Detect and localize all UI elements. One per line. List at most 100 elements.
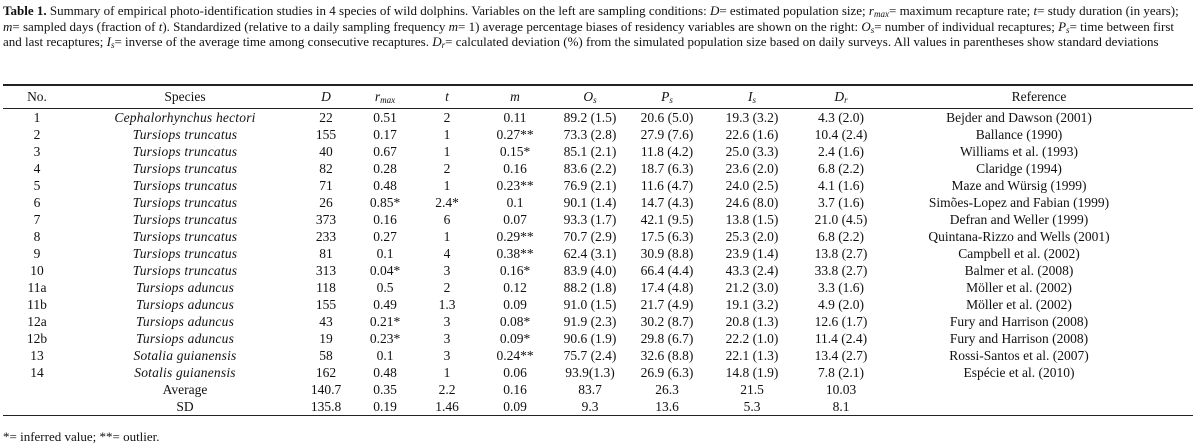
table-cell: 43 <box>319 314 333 329</box>
table-cell: 24.0 (2.5) <box>725 178 779 193</box>
column-header: rmax <box>353 85 417 109</box>
table-cell: 0.49 <box>373 297 397 312</box>
header-text: m <box>510 89 520 104</box>
table-cell: 2.2 <box>438 382 456 397</box>
table-cell: SD <box>176 399 194 414</box>
table-cell <box>885 381 1193 398</box>
header-text: D <box>321 89 331 104</box>
table-cell: 13.8 (2.7) <box>814 246 868 261</box>
table-cell: 1.3 <box>438 297 456 312</box>
caption-text: s <box>1066 24 1070 35</box>
table-cell: 88.2 (1.8) <box>563 280 617 295</box>
table-cell: 0.48 <box>373 178 397 193</box>
table-row: 5 Tursiops truncatus 71 0.48 1 0.23** 76.9 (2.… <box>3 177 1193 194</box>
table-cell: 1 <box>443 178 451 193</box>
header-text: r <box>374 89 381 104</box>
table-cell: 93.9(1.3) <box>565 365 615 380</box>
table-cell: 313 <box>315 263 337 278</box>
header-text: max <box>380 95 396 105</box>
table-row: Average 140.7 0.35 2.2 0.16 83.7 26.3 21.5 10.03 <box>3 381 1193 398</box>
table-cell: 83.7 <box>578 382 602 397</box>
table-cell: 8 <box>33 229 41 244</box>
table-cell: 3 <box>33 144 41 159</box>
table-cell: 0.27 <box>373 229 397 244</box>
table-cell: 14.8 (1.9) <box>725 365 779 380</box>
table-cell: 19 <box>319 331 333 346</box>
footnote: *= inferred value; **= outlier. <box>3 429 160 444</box>
table-cell: 3 <box>443 314 451 329</box>
table-cell: 1 <box>33 110 41 125</box>
table-cell: 0.08* <box>499 314 531 329</box>
table-cell: 11a <box>27 280 47 295</box>
table-cell: 2 <box>443 161 451 176</box>
table-cell: 10 <box>30 263 44 278</box>
header-text: Species <box>164 89 206 104</box>
table-cell: 32.6 (8.8) <box>640 348 694 363</box>
table-cell: 0.06 <box>503 365 527 380</box>
table-cell: Fury and Harrison (2008) <box>949 314 1089 329</box>
table-cell: 43.3 (2.4) <box>725 263 779 278</box>
table-cell: 6 <box>33 195 41 210</box>
table-cell: Simões-Lopez and Fabian (1999) <box>928 195 1110 210</box>
table-cell: 5.3 <box>743 399 761 414</box>
table-cell: 70.7 (2.9) <box>563 229 617 244</box>
table-cell: 22.6 (1.6) <box>725 127 779 142</box>
table-cell: 155 <box>315 297 337 312</box>
table-row: 6 Tursiops truncatus 26 0.85* 2.4* 0.1 90.1 (1… <box>3 194 1193 211</box>
table-cell: 0.38** <box>496 246 534 261</box>
table-cell: 23.6 (2.0) <box>725 161 779 176</box>
table-cell: 0.67 <box>373 144 397 159</box>
table-cell: 0.16 <box>373 212 397 227</box>
table-cell: 9.3 <box>581 399 599 414</box>
header-text: s <box>752 95 756 105</box>
table-cell: 233 <box>315 229 337 244</box>
table-cell: 0.15* <box>499 144 531 159</box>
caption-text: I <box>106 34 111 49</box>
table-cell: 24.6 (8.0) <box>725 195 779 210</box>
table-cell: 76.9 (2.1) <box>563 178 617 193</box>
table-cell: 89.2 (1.5) <box>563 110 617 125</box>
table-cell: 23.9 (1.4) <box>725 246 779 261</box>
table-cell: Sotalia guianensis <box>133 348 237 363</box>
caption-text: m <box>3 18 13 34</box>
table-cell: 2 <box>443 110 451 125</box>
table-row: 10 Tursiops truncatus 313 0.04* 3 0.16* 83.9 (… <box>3 262 1193 279</box>
column-header: Species <box>71 85 299 109</box>
table-cell: 66.4 (4.4) <box>640 263 694 278</box>
table-cell: 22 <box>319 110 333 125</box>
table-cell: 0.1 <box>376 246 394 261</box>
table-cell: 0.23* <box>369 331 401 346</box>
table-cell: 12.6 (1.7) <box>814 314 868 329</box>
caption-text: = estimated population size; <box>719 3 869 18</box>
table-cell: Tursiops aduncus <box>135 280 235 295</box>
column-header: Dr <box>797 85 885 109</box>
table-cell: 0.35 <box>373 382 397 397</box>
table-cell: 0.09 <box>503 297 527 312</box>
table-cell: 25.0 (3.3) <box>725 144 779 159</box>
table-cell: Tursiops truncatus <box>132 246 238 261</box>
caption-text: P <box>1058 18 1067 34</box>
table-cell: Tursiops aduncus <box>135 331 235 346</box>
table-cell: 30.2 (8.7) <box>640 314 694 329</box>
table-row: 4 Tursiops truncatus 82 0.28 2 0.16 83.6 (2.2)… <box>3 160 1193 177</box>
caption-text: = study duration (in years); <box>1037 3 1179 18</box>
table-row: 7 Tursiops truncatus 373 0.16 6 0.07 93.3 (1.7… <box>3 211 1193 228</box>
table-cell: 71 <box>319 178 333 193</box>
table-cell: 10.03 <box>825 382 857 397</box>
table-cell: 4.3 (2.0) <box>817 110 865 125</box>
table-cell: 0.24** <box>496 348 534 363</box>
table-cell: 0.29** <box>496 229 534 244</box>
column-header: Os <box>553 85 627 109</box>
table-cell: 12b <box>26 331 48 346</box>
table-cell: Tursiops truncatus <box>132 195 238 210</box>
table-cell: 58 <box>319 348 333 363</box>
table-cell: Tursiops truncatus <box>132 127 238 142</box>
caption-text: ). Standardized (relative to a daily sam… <box>162 18 449 34</box>
header-text: I <box>747 89 753 104</box>
table-cell: 0.85* <box>369 195 401 210</box>
table-cell: Tursiops aduncus <box>135 314 235 329</box>
caption-text: = 1) average percentage biases of reside… <box>458 18 862 34</box>
column-header: Reference <box>885 85 1193 109</box>
table-cell: Defran and Weller (1999) <box>949 212 1089 227</box>
